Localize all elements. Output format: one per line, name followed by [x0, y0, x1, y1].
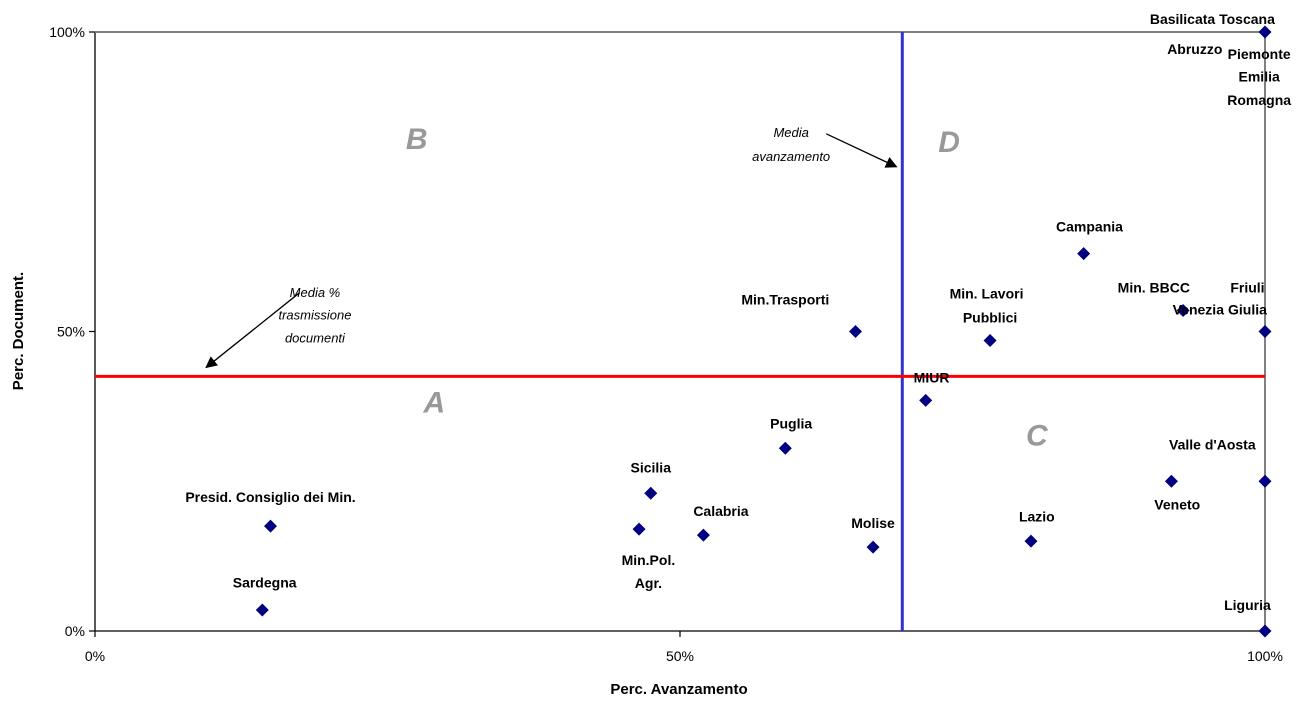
x-axis-title: Perc. Avanzamento [610, 681, 747, 698]
data-point-label: Puglia [770, 416, 812, 432]
data-point-marker [778, 441, 792, 455]
data-point-label: Presid. Consiglio dei Min. [185, 489, 355, 505]
data-point-label: MIUR [914, 369, 950, 385]
data-point-label: Giulia [1228, 302, 1267, 318]
data-point-label: Romagna [1227, 92, 1291, 108]
x-tick-label: 100% [1247, 648, 1283, 664]
data-point-label: Min. Lavori [950, 286, 1024, 302]
quadrant-letter-c: C [1026, 419, 1049, 452]
data-point-marker [1258, 624, 1272, 638]
data-point-marker [983, 333, 997, 347]
data-point-marker [1258, 25, 1272, 39]
data-point-marker [1024, 534, 1038, 548]
data-point-marker [866, 540, 880, 554]
annotation-text: documenti [285, 330, 346, 345]
quadrant-letter-a: A [422, 386, 445, 419]
x-tick-label: 50% [666, 648, 694, 664]
data-point-marker [1176, 304, 1190, 318]
data-points [255, 25, 1272, 638]
data-point-label: Emilia [1239, 69, 1280, 85]
axes: 0% 50% 100% 0% 50% 100% [49, 24, 1283, 664]
quadrant-letters: A B C D [406, 123, 1049, 453]
y-tick-label: 100% [49, 24, 85, 40]
x-tick-label: 0% [85, 648, 105, 664]
data-point-marker [644, 486, 658, 500]
data-point-label: Agr. [635, 575, 662, 591]
y-axis-title: Perc. Document. [10, 272, 27, 390]
data-point-label: Min.Pol. [622, 552, 676, 568]
annotation-arrow [205, 292, 301, 369]
annotation-text: Media % [290, 285, 341, 300]
data-point-label: Lazio [1019, 508, 1055, 524]
data-point-label: Abruzzo [1167, 41, 1222, 57]
annotation-arrow [825, 133, 898, 168]
annotations: Media avanzamento Media % trasmissione docum… [205, 125, 898, 369]
annotation-text: avanzamento [752, 149, 830, 164]
data-point-label: Campania [1056, 218, 1123, 234]
data-point-label: Molise [851, 515, 895, 531]
annotation-text: trasmissione [278, 308, 351, 323]
annotation-text: Media [773, 125, 808, 140]
quadrant-letter-b: B [406, 123, 428, 156]
data-point-label: Piemonte [1228, 46, 1291, 62]
data-point-label: Sicilia [631, 459, 672, 475]
data-point-label: Sardegna [233, 574, 297, 590]
data-point-marker [919, 393, 933, 407]
y-tick-label: 50% [57, 324, 85, 340]
data-point-marker [1258, 474, 1272, 488]
data-point-label: Min.Trasporti [741, 292, 829, 308]
data-point-marker [264, 519, 277, 533]
data-point-label: Basilicata Toscana [1150, 11, 1275, 27]
data-point-label: Liguria [1224, 597, 1271, 613]
data-point-label: Calabria [693, 503, 748, 519]
data-point-marker [849, 325, 862, 338]
y-tick-label: 0% [65, 623, 85, 639]
data-point-marker [1164, 474, 1178, 488]
data-point-marker [632, 522, 646, 536]
data-point-label: Min. BBCC [1118, 280, 1190, 296]
reference-lines [95, 32, 1265, 631]
data-point-marker [1258, 325, 1272, 338]
point-labels: Presid. Consiglio dei Min. Sardegna Sicili… [185, 11, 1291, 613]
data-point-label: Pubblici [963, 310, 1017, 326]
data-point-label: Valle d'Aosta [1169, 437, 1256, 453]
data-point-marker [696, 528, 710, 542]
data-point-label: Venezia [1173, 302, 1225, 318]
data-point-marker [255, 603, 269, 617]
data-point-marker [1077, 247, 1091, 261]
data-point-label: Veneto [1154, 496, 1200, 512]
data-point-label: Friuli [1230, 280, 1264, 296]
quadrant-letter-d: D [938, 126, 960, 159]
